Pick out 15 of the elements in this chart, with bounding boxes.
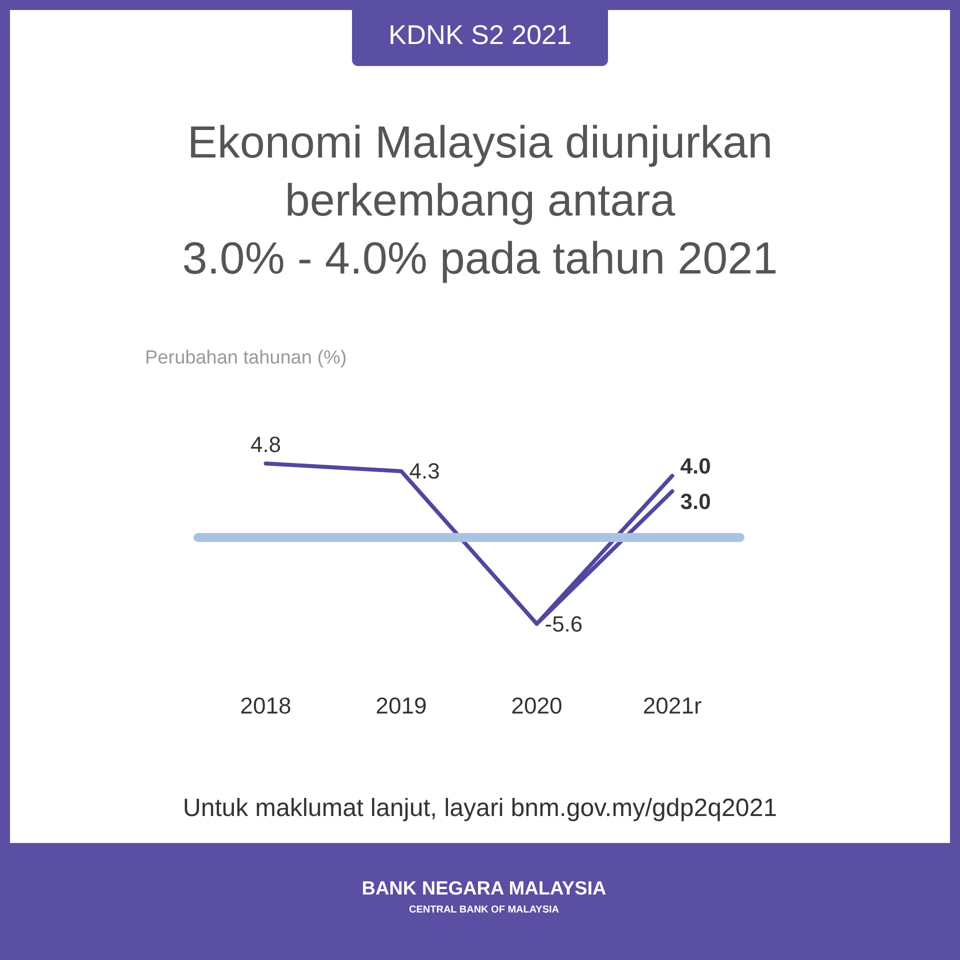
chart-title: Ekonomi Malaysia diunjurkan berkembang antara 3.0% - 4.0% pada tahun 2021 xyxy=(182,116,778,284)
chart-subtitle: KDNK S2 2021 xyxy=(388,20,572,50)
text: BANK NEGARA MALAYSIA xyxy=(362,878,607,900)
data-label: 4.0 xyxy=(680,453,711,478)
text: CENTRAL BANK OF MALAYSIA xyxy=(408,904,560,916)
data-label: -5.6 xyxy=(544,611,583,636)
data-label: 3.0 xyxy=(680,488,711,514)
y-axis-title: Perubahan tahunan (%) xyxy=(145,348,347,368)
x-tick-label: 2019 xyxy=(376,692,427,718)
x-tick-label: 2018 xyxy=(240,692,292,718)
data-label: 4.3 xyxy=(409,458,440,484)
text: Untuk maklumat lanjut, layari bnm.gov.my/gdp2q2021 xyxy=(182,794,778,822)
data-label: 4.8 xyxy=(250,432,282,457)
x-tick-label: 2020 xyxy=(511,692,562,718)
x-tick-label: 2021r xyxy=(642,692,702,718)
